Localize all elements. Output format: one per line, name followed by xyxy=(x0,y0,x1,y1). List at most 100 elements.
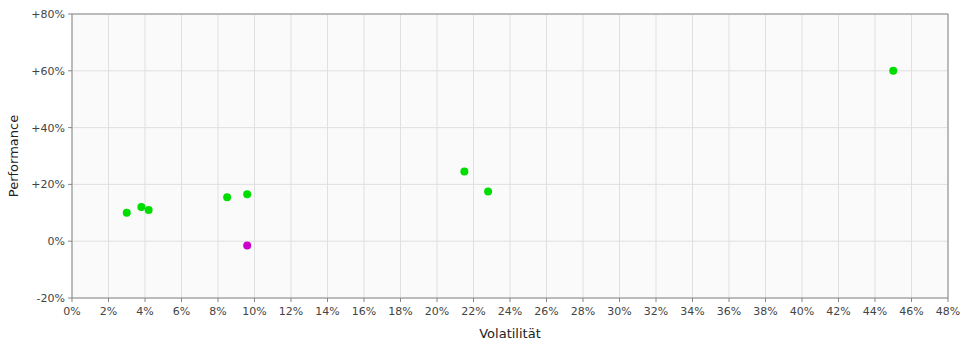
tick-mark xyxy=(68,14,72,15)
tick-mark xyxy=(145,298,146,302)
grid-line xyxy=(364,14,365,298)
series xyxy=(123,67,898,217)
tick-mark xyxy=(838,298,839,302)
grid-line xyxy=(72,184,948,185)
point xyxy=(243,190,251,198)
grid-line xyxy=(692,14,693,298)
tick-label: 6% xyxy=(173,305,190,318)
tick-mark xyxy=(473,298,474,302)
tick-label: 22% xyxy=(461,305,485,318)
y-axis-label: Performance xyxy=(6,115,21,197)
grid-line xyxy=(473,14,474,298)
tick-label: +80% xyxy=(31,8,65,21)
point xyxy=(223,193,231,201)
point xyxy=(145,206,153,214)
grid-line xyxy=(254,14,255,298)
grid-line xyxy=(181,14,182,298)
tick-label: 36% xyxy=(717,305,741,318)
tick-label: 18% xyxy=(388,305,412,318)
grid-line xyxy=(108,14,109,298)
tick-label: +40% xyxy=(31,122,65,135)
tick-mark xyxy=(875,298,876,302)
point xyxy=(889,67,897,75)
tick-label: 26% xyxy=(534,305,558,318)
tick-label: +20% xyxy=(31,178,65,191)
tick-label: 24% xyxy=(498,305,522,318)
tick-mark xyxy=(729,298,730,302)
tick-label: 46% xyxy=(899,305,923,318)
tick-label: 38% xyxy=(753,305,777,318)
grid-line xyxy=(656,14,657,298)
grid-line xyxy=(291,14,292,298)
grid-line xyxy=(72,127,948,128)
point xyxy=(123,209,131,217)
series xyxy=(243,241,251,249)
grid-line xyxy=(400,14,401,298)
tick-label: 34% xyxy=(680,305,704,318)
tick-mark xyxy=(364,298,365,302)
grid-line xyxy=(218,14,219,298)
tick-label: 0% xyxy=(63,305,80,318)
tick-mark xyxy=(400,298,401,302)
point xyxy=(460,168,468,176)
tick-mark xyxy=(510,298,511,302)
tick-label: 30% xyxy=(607,305,631,318)
tick-mark xyxy=(68,241,72,242)
tick-mark xyxy=(437,298,438,302)
tick-mark xyxy=(68,184,72,185)
tick-label: 20% xyxy=(425,305,449,318)
tick-mark xyxy=(911,298,912,302)
tick-mark xyxy=(108,298,109,302)
tick-mark xyxy=(254,298,255,302)
grid-line xyxy=(765,14,766,298)
point xyxy=(243,241,251,249)
tick-mark xyxy=(619,298,620,302)
tick-mark xyxy=(68,70,72,71)
grid-line xyxy=(546,14,547,298)
tick-mark xyxy=(72,298,73,302)
tick-label: 10% xyxy=(242,305,266,318)
plot-area xyxy=(72,14,948,298)
tick-mark xyxy=(656,298,657,302)
grid-line xyxy=(802,14,803,298)
point xyxy=(484,188,492,196)
grid-line xyxy=(145,14,146,298)
plot-frame xyxy=(72,14,948,298)
tick-label: 0% xyxy=(48,235,65,248)
tick-label: 4% xyxy=(136,305,153,318)
tick-label: 32% xyxy=(644,305,668,318)
background xyxy=(0,0,966,350)
tick-label: 14% xyxy=(315,305,339,318)
tick-mark xyxy=(802,298,803,302)
tick-label: 44% xyxy=(863,305,887,318)
tick-label: 28% xyxy=(571,305,595,318)
grid xyxy=(72,14,948,298)
tick-label: 12% xyxy=(279,305,303,318)
tick-mark xyxy=(765,298,766,302)
grid-line xyxy=(72,241,948,242)
grid-line xyxy=(875,14,876,298)
tick-mark xyxy=(291,298,292,302)
tick-label: 16% xyxy=(352,305,376,318)
grid-line xyxy=(327,14,328,298)
grid-line xyxy=(619,14,620,298)
grid-line xyxy=(838,14,839,298)
tick-mark xyxy=(327,298,328,302)
tick-label: +60% xyxy=(31,65,65,78)
tick-mark xyxy=(948,298,949,302)
tick-label: -20% xyxy=(37,292,65,305)
x-axis-label: Volatilität xyxy=(479,326,541,341)
grid-line xyxy=(583,14,584,298)
tick-label: 8% xyxy=(209,305,226,318)
grid-line xyxy=(510,14,511,298)
chart: 0% 2% 4% 6% 8% 10% 12% 14% 16% 18% 20% 22% 24% 26% 28%… xyxy=(0,0,966,350)
tick-mark xyxy=(68,127,72,128)
tick-mark xyxy=(68,298,72,299)
grid-line xyxy=(729,14,730,298)
tick-label: 40% xyxy=(790,305,814,318)
grid-line xyxy=(911,14,912,298)
tick-label: 2% xyxy=(100,305,117,318)
tick-mark xyxy=(218,298,219,302)
tick-label: 42% xyxy=(826,305,850,318)
tick-mark xyxy=(181,298,182,302)
